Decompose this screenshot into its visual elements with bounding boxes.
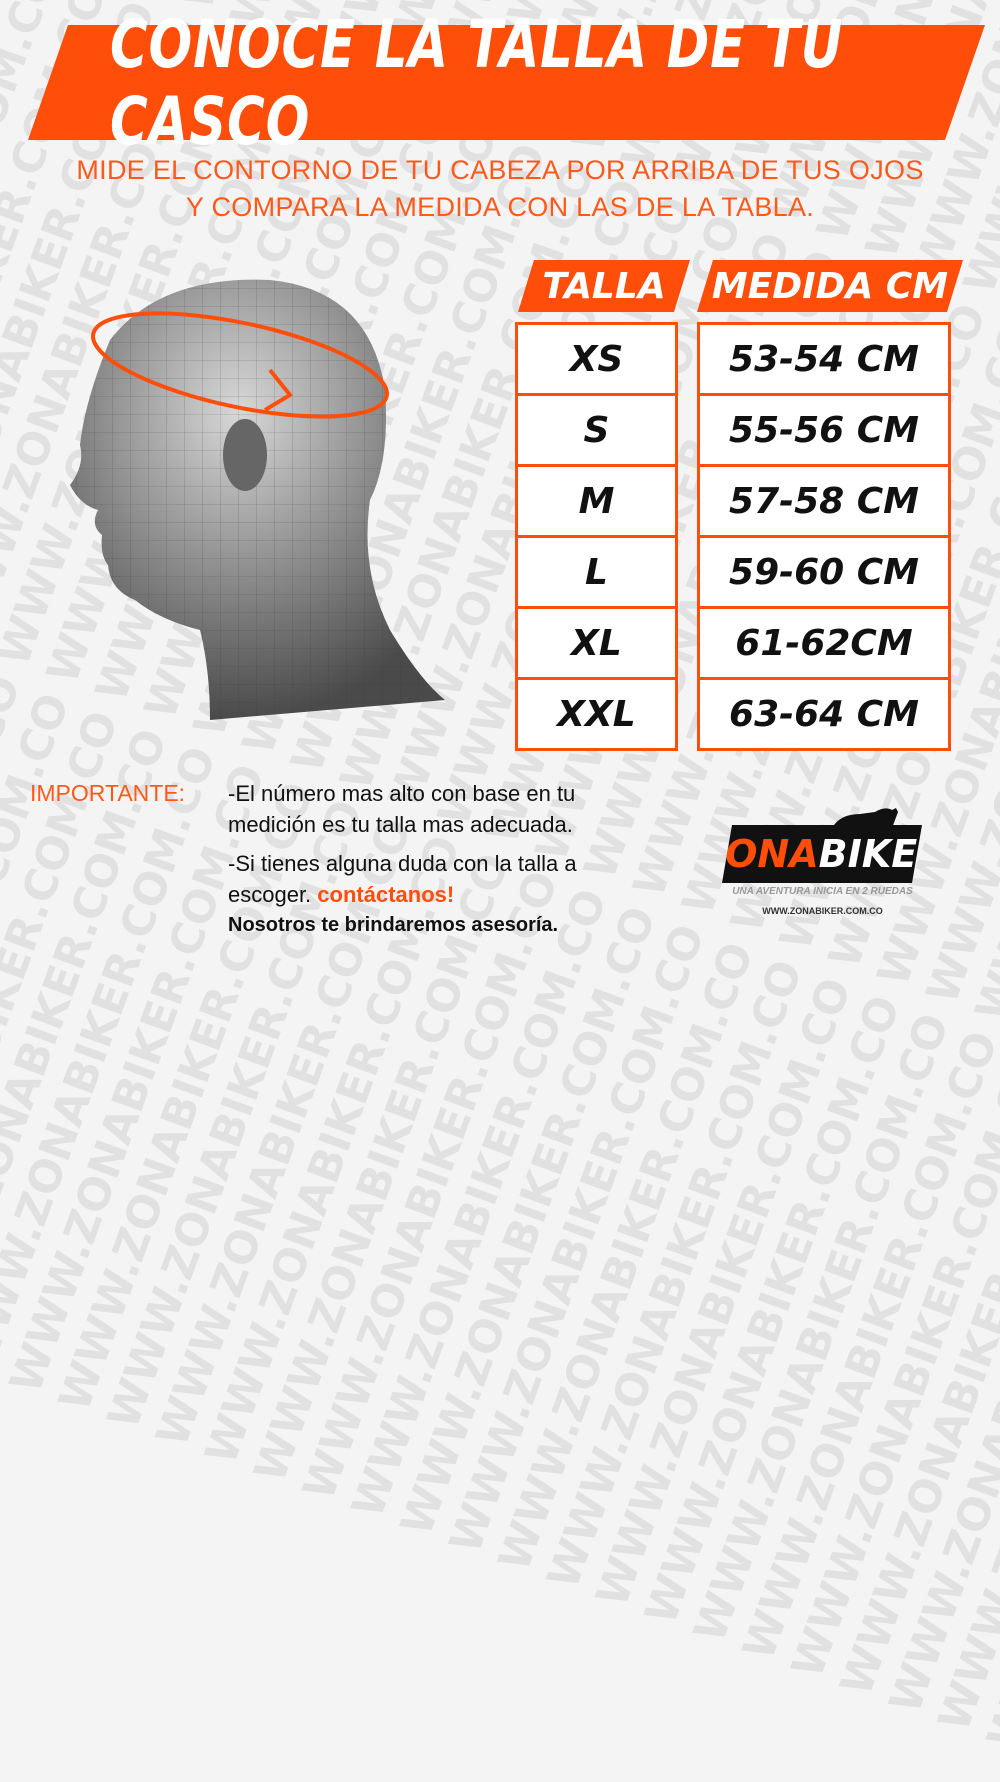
talla-column: XS S M L XL XXL <box>515 322 678 751</box>
subtitle-line-1: MIDE EL CONTORNO DE TU CABEZA POR ARRIBA… <box>76 155 924 185</box>
motorcycle-icon <box>832 808 898 828</box>
important-note-2: -Si tienes alguna duda con la talla a es… <box>228 848 577 941</box>
logo-tagline: UNA AVENTURA INICIA EN 2 RUEDAS <box>732 886 913 897</box>
zonabiker-logo: ZONA BIKER <box>722 825 922 883</box>
important-note-1: -El número mas alto con base en tu medic… <box>228 778 575 840</box>
talla-cell: L <box>518 538 675 609</box>
medida-column: 53-54 CM 55-56 CM 57-58 CM 59-60 CM 61-6… <box>697 322 951 751</box>
talla-cell: XS <box>518 325 675 396</box>
header-talla: TALLA <box>518 260 690 312</box>
important-label: IMPORTANTE: <box>30 780 186 806</box>
page-title: CONOCE LA TALLA DE TU CASCO <box>110 5 844 160</box>
medida-cell: 53-54 CM <box>700 325 948 396</box>
talla-cell: XXL <box>557 693 636 735</box>
talla-cell: M <box>518 467 675 538</box>
medida-cell: 63-64 CM <box>729 693 919 735</box>
medida-cell: 57-58 CM <box>700 467 948 538</box>
subtitle-line-2: Y COMPARA LA MEDIDA CON LAS DE LA TABLA. <box>185 192 815 222</box>
note-1-line-1: -El número mas alto con base en tu <box>228 781 576 806</box>
talla-cell: XL <box>518 609 675 680</box>
note-2-line-1: -Si tienes alguna duda con la talla a <box>228 851 577 876</box>
head-measurement-illustration <box>70 279 445 720</box>
measurement-tape-icon <box>91 311 389 419</box>
logo-url: WWW.ZONABIKER.COM.CO <box>762 906 883 916</box>
title-banner <box>28 25 985 140</box>
note-2-line-3: Nosotros te brindaremos asesoría. <box>228 914 559 936</box>
note-2-line-2: escoger. <box>228 882 312 907</box>
talla-cell: S <box>518 396 675 467</box>
header-medida: MEDIDA CM <box>697 260 963 312</box>
head-silhouette <box>70 279 445 720</box>
medida-cell: 55-56 CM <box>700 396 948 467</box>
medida-cell: 61-62CM <box>700 609 948 680</box>
medida-cell: 59-60 CM <box>700 538 948 609</box>
note-1-line-2: medición es tu talla mas adecuada. <box>228 812 573 837</box>
contact-link[interactable]: contáctanos! <box>317 882 455 907</box>
